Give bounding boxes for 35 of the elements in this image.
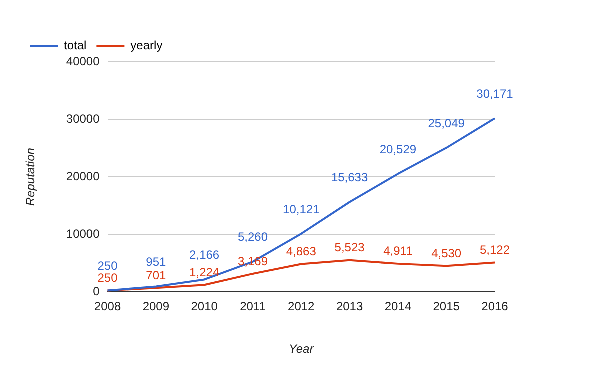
data-label: 25,049 (428, 116, 466, 130)
legend-label: total (64, 38, 87, 52)
data-label: 30,171 (476, 86, 514, 101)
data-label: 5,523 (334, 240, 366, 255)
x-tick-label: 2016 (482, 300, 509, 314)
y-tick-label: 0 (93, 284, 100, 299)
data-label: 4,863 (286, 244, 317, 259)
data-label: 250 (98, 271, 118, 286)
data-label: 250 (98, 259, 118, 274)
data-label: 1,224 (190, 265, 220, 280)
x-tick-label: 2010 (191, 300, 218, 314)
data-label: 5,260 (238, 230, 268, 244)
data-label: 701 (146, 268, 167, 282)
y-tick-label: 30000 (66, 112, 100, 126)
data-label: 15,633 (331, 170, 368, 185)
y-tick-label: 40000 (66, 54, 100, 68)
data-label: 4,530 (432, 246, 462, 260)
y-tick-label: 20000 (66, 169, 100, 184)
data-label: 951 (146, 255, 167, 270)
data-label: 20,529 (380, 142, 417, 156)
data-label: 4,911 (384, 244, 414, 258)
x-tick-label: 2011 (240, 300, 266, 314)
x-axis-title: Year (289, 342, 315, 356)
x-tick-label: 2015 (433, 300, 460, 314)
x-tick-label: 2013 (336, 300, 364, 314)
x-tick-label: 2008 (94, 300, 122, 314)
x-tick-label: 2012 (288, 300, 316, 314)
data-label: 2,166 (190, 248, 220, 262)
data-label: 5,122 (480, 243, 510, 258)
x-tick-label: 2009 (142, 300, 170, 314)
x-tick-label: 2014 (384, 300, 412, 314)
data-label: 10,121 (283, 202, 320, 216)
legend-label: yearly (130, 38, 163, 52)
y-tick-label: 10000 (66, 226, 100, 241)
y-axis-title: Reputation (24, 148, 38, 206)
